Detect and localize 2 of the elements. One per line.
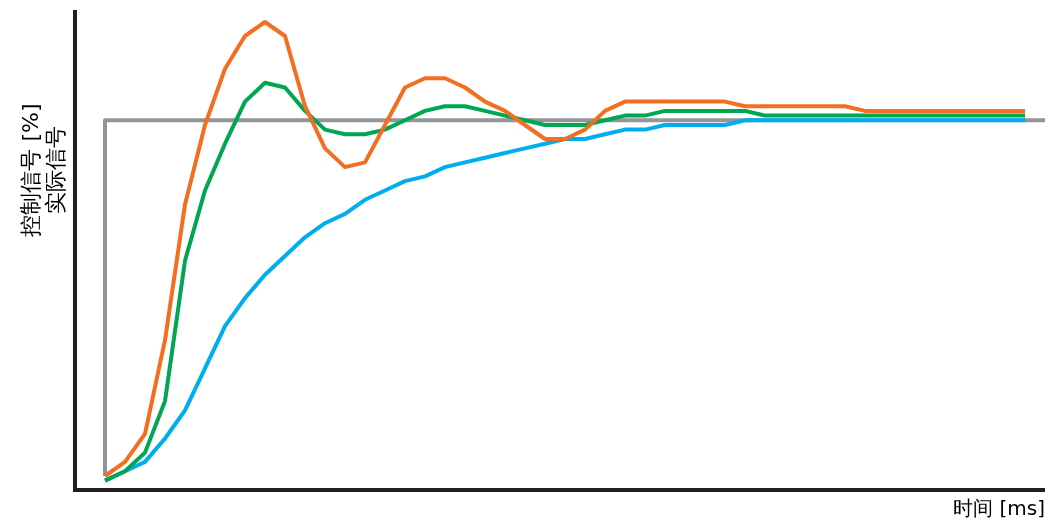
y-axis-title: 控制信号 [%] 实际信号 [17,103,68,237]
x-axis-title: 时间 [ms] [953,496,1045,520]
